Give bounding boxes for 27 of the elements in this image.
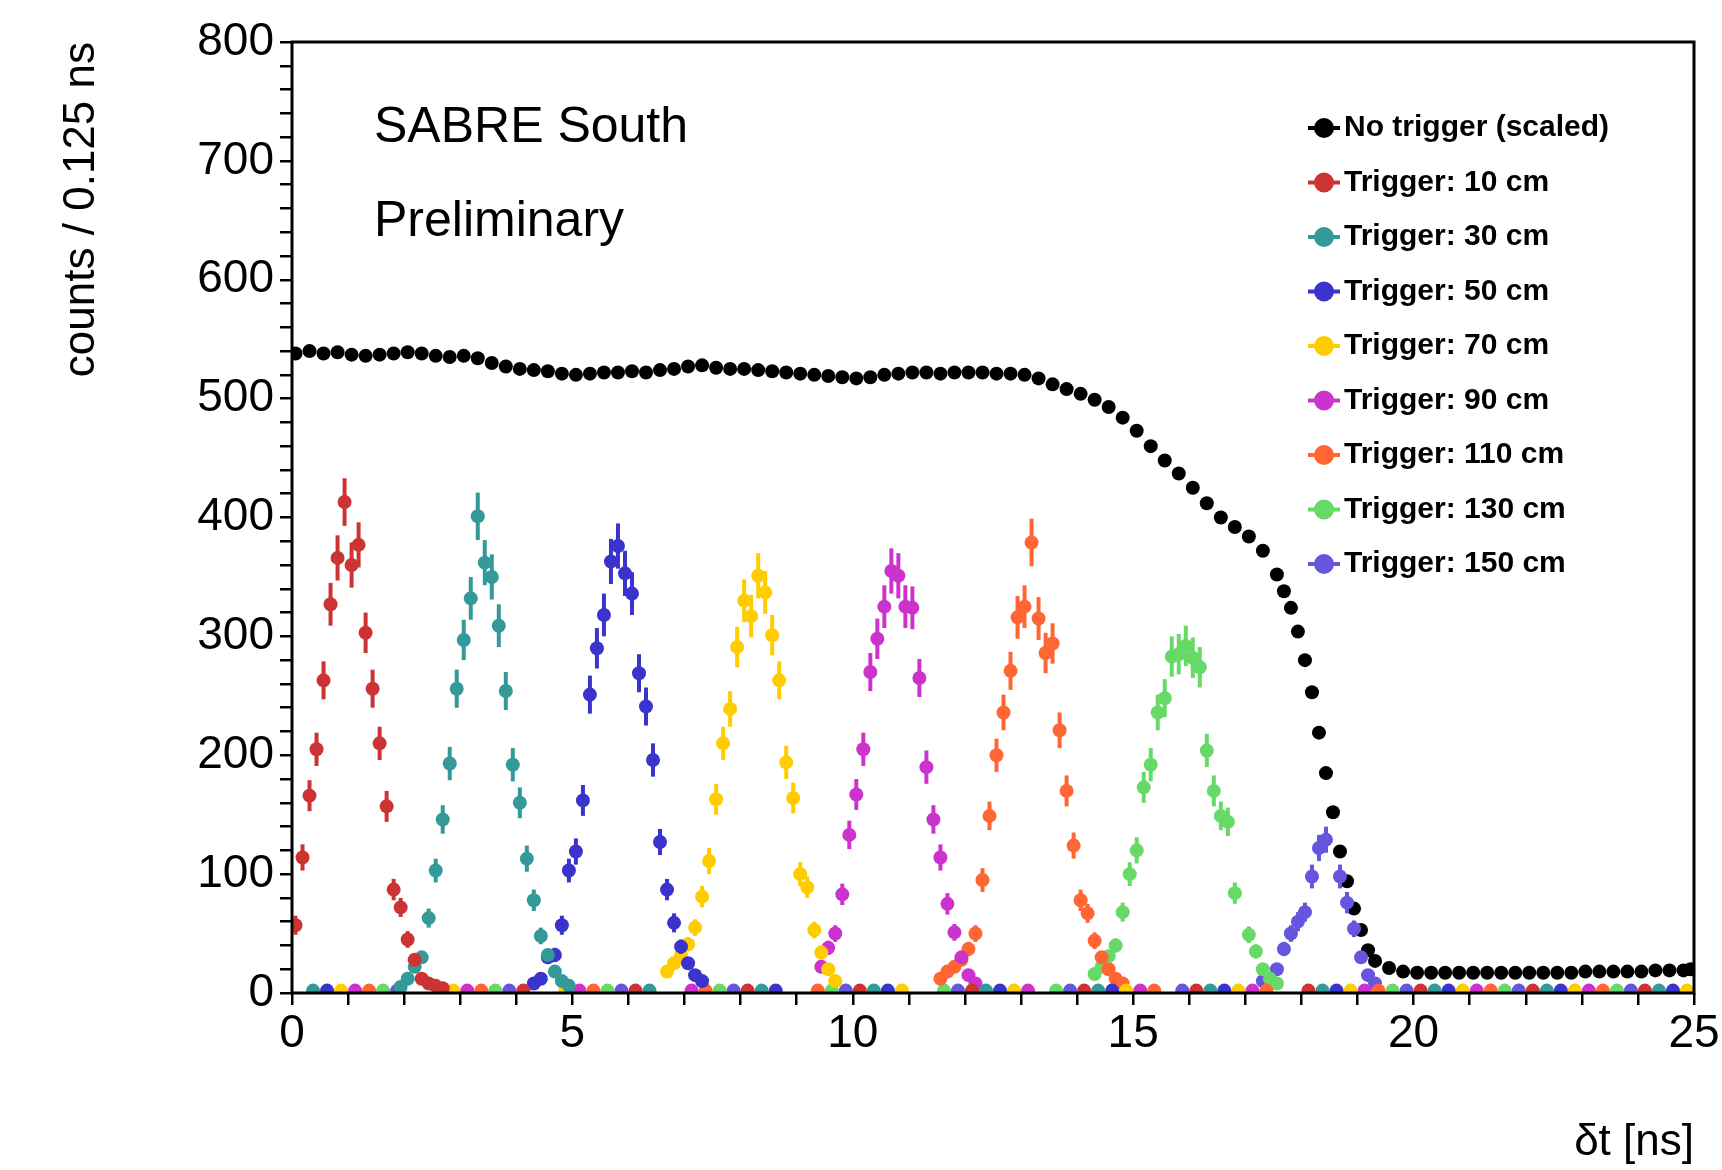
- y-tick-label: 600: [197, 250, 274, 303]
- legend-label: Trigger: 10 cm: [1344, 163, 1550, 197]
- x-tick-label: 10: [827, 1004, 879, 1057]
- annotation: SABRE South: [374, 96, 689, 153]
- x-tick-label: 15: [1107, 1004, 1159, 1057]
- legend-label: Trigger: 30 cm: [1344, 218, 1550, 252]
- legend-label: Trigger: 90 cm: [1344, 381, 1550, 415]
- y-tick-label: 700: [197, 131, 274, 184]
- y-tick-label: 800: [197, 12, 274, 65]
- legend-label: Trigger: 150 cm: [1344, 545, 1566, 579]
- legend-label: Trigger: 50 cm: [1344, 272, 1550, 306]
- y-tick-label: 0: [248, 963, 274, 1016]
- x-tick-label: 5: [559, 1004, 586, 1057]
- legend-label: Trigger: 110 cm: [1344, 436, 1565, 470]
- legend-label: Trigger: 130 cm: [1344, 490, 1566, 524]
- y-tick-label: 100: [197, 844, 274, 897]
- legend-label: No trigger (scaled): [1344, 109, 1610, 143]
- x-tick-label: 25: [1668, 1004, 1720, 1057]
- y-tick-label: 500: [197, 369, 274, 422]
- y-axis-title: counts / 0.125 ns: [54, 42, 104, 378]
- y-tick-label: 300: [197, 607, 274, 660]
- x-tick-label: 20: [1388, 1004, 1440, 1057]
- legend-label: Trigger: 70 cm: [1344, 327, 1550, 361]
- x-axis-title: δt [ns]: [1574, 1115, 1694, 1165]
- y-tick-label: 200: [197, 725, 274, 778]
- y-tick-label: 400: [197, 488, 274, 541]
- annotation: Preliminary: [374, 190, 625, 247]
